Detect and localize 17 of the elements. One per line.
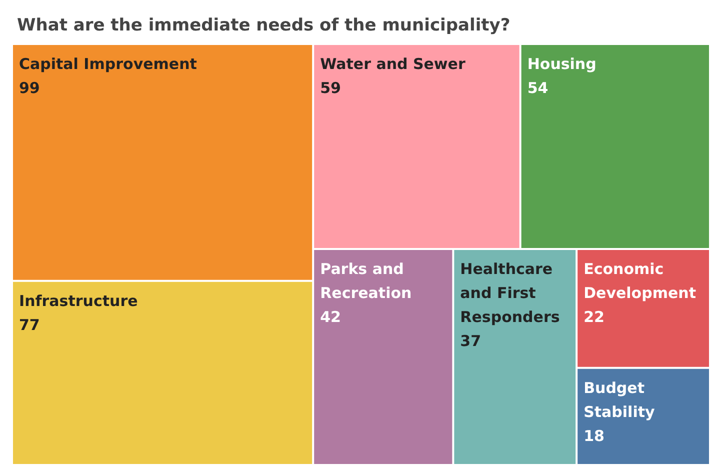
category-label: Infrastructure xyxy=(19,292,138,310)
category-label: Budget Stability xyxy=(584,378,656,421)
data-label: 99 xyxy=(19,79,40,97)
category-label: Economic Development xyxy=(584,260,696,302)
category-label: Capital Improvement xyxy=(19,55,197,73)
data-label: 22 xyxy=(584,308,604,326)
data-label: 59 xyxy=(320,79,341,97)
text: What are the immediate needs of the municipality? xyxy=(17,16,510,36)
category-label: Water and Sewer xyxy=(320,55,466,73)
category-label: Housing xyxy=(527,55,596,73)
data-label: 54 xyxy=(527,79,548,97)
data-label: 77 xyxy=(19,316,40,334)
data-label: 42 xyxy=(320,308,341,326)
data-label: 18 xyxy=(584,426,604,445)
category-label: Healthcare and First Responders xyxy=(460,260,560,326)
category-label: Parks and Recreation xyxy=(320,260,412,302)
data-label: 37 xyxy=(460,332,482,350)
